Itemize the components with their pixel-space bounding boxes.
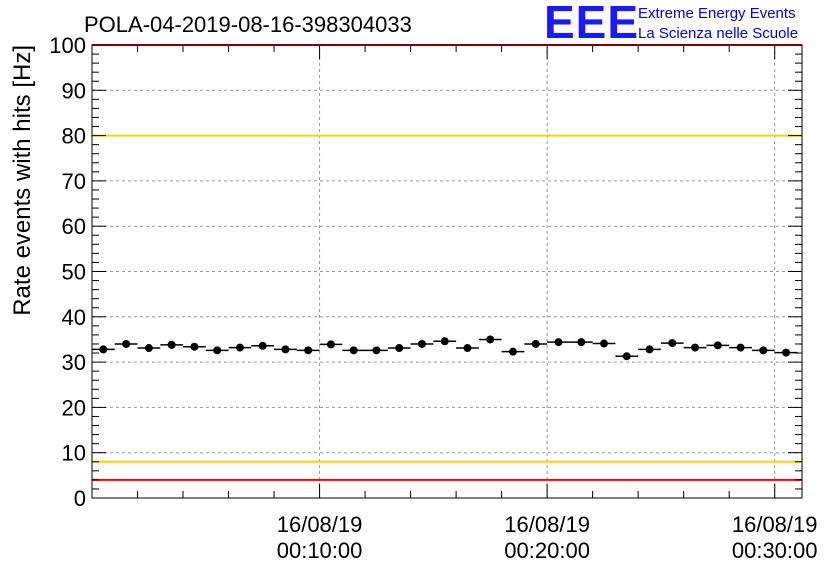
data-point (622, 352, 631, 361)
y-tick-label: 70 (62, 169, 86, 194)
data-point (531, 339, 540, 348)
data-points (92, 335, 798, 361)
x-tick-time-label: 00:20:00 (504, 538, 590, 563)
data-point (577, 338, 586, 347)
data-point (782, 348, 791, 357)
data-point (144, 344, 153, 353)
data-point (349, 346, 358, 355)
y-tick-label: 100 (49, 33, 86, 58)
data-point (326, 340, 335, 349)
x-tick-date-label: 16/08/19 (277, 512, 363, 537)
y-tick-label: 10 (62, 441, 86, 466)
data-point (395, 344, 404, 353)
logo-eee-text: EEE (544, 0, 640, 48)
logo-subtitle-2: La Scienza nelle Scuole (638, 25, 799, 42)
data-point (99, 345, 108, 354)
x-tick-date-label: 16/08/19 (504, 512, 590, 537)
data-point (554, 338, 563, 347)
data-point (508, 347, 517, 356)
axis-ticks: 010203040506070809010016/08/1900:10:0016… (49, 33, 817, 563)
data-point (122, 339, 131, 348)
y-tick-label: 40 (62, 305, 86, 330)
y-tick-label: 30 (62, 350, 86, 375)
data-point (372, 346, 381, 355)
data-point (304, 346, 313, 355)
grid (92, 45, 802, 498)
eee-logo: EEE Extreme Energy Events La Scienza nel… (540, 0, 830, 48)
data-point (713, 341, 722, 350)
x-tick-time-label: 00:10:00 (277, 538, 363, 563)
x-tick-date-label: 16/08/19 (732, 512, 818, 537)
logo-subtitle-1: Extreme Energy Events (638, 5, 796, 22)
data-point (440, 337, 449, 346)
y-tick-label: 50 (62, 260, 86, 285)
data-point (759, 346, 768, 355)
data-point (600, 339, 609, 348)
y-tick-label: 90 (62, 78, 86, 103)
data-point (486, 335, 495, 344)
y-axis-label: Rate events with hits [Hz] (9, 45, 36, 316)
data-point (258, 341, 267, 350)
data-point (691, 343, 700, 352)
data-point (736, 343, 745, 352)
y-tick-label: 20 (62, 395, 86, 420)
data-point (213, 346, 222, 355)
chart-title: POLA-04-2019-08-16-398304033 (84, 12, 412, 37)
reference-lines (92, 44, 802, 481)
y-tick-label: 0 (74, 486, 86, 511)
data-point (167, 340, 176, 349)
data-point (417, 339, 426, 348)
data-point (463, 344, 472, 353)
y-tick-label: 80 (62, 124, 86, 149)
x-tick-time-label: 00:30:00 (732, 538, 818, 563)
y-tick-label: 60 (62, 214, 86, 239)
data-point (235, 343, 244, 352)
data-point (645, 345, 654, 354)
data-point (668, 339, 677, 348)
data-point (190, 342, 199, 351)
data-point (281, 345, 290, 354)
